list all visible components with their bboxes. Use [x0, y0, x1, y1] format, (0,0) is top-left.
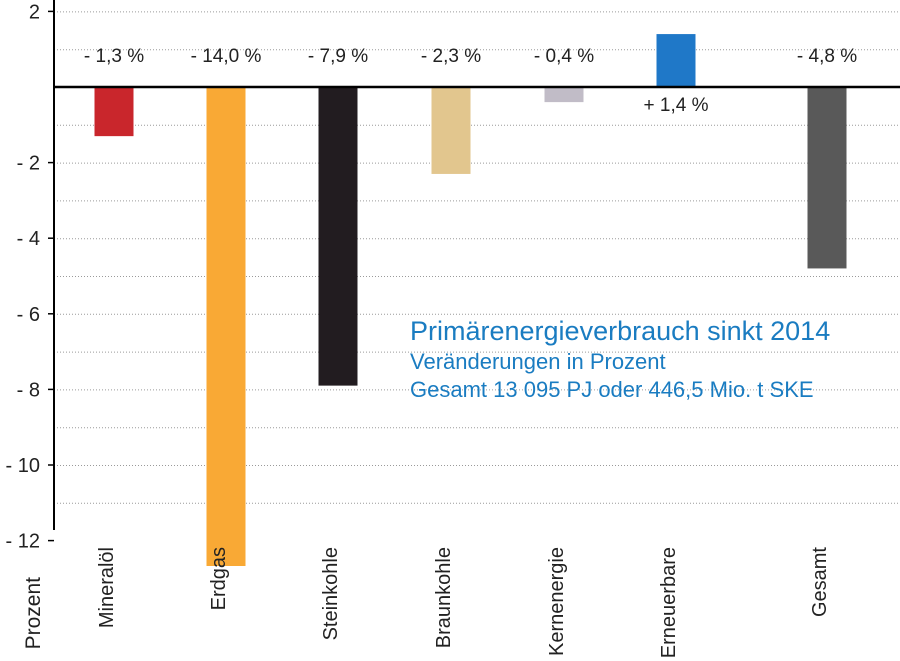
value-label: - 1,3 %	[84, 46, 144, 67]
value-label: + 1,4 %	[644, 95, 709, 116]
chart-title-block: Primärenergieverbrauch sinkt 2014 Veränd…	[410, 314, 830, 404]
labels: 2 - 2 - 4 - 6 - 8 - 10 - 12 - 1,3 % - 14,0 % - 7,…	[6, 1, 858, 658]
y-tick-label: - 4	[17, 228, 40, 250]
bars	[94, 34, 847, 566]
bar-steinkohle	[318, 87, 358, 386]
category-label: Braunkohle	[433, 547, 455, 648]
bar-erneuerbare	[656, 34, 696, 87]
category-label: Kernenergie	[546, 547, 568, 656]
y-tick-label: - 6	[17, 304, 40, 326]
y-tick-label: 2	[29, 1, 40, 23]
bar-gesamt	[807, 87, 847, 269]
grid	[54, 11, 900, 504]
y-tick-label: - 10	[6, 455, 40, 477]
axes	[48, 0, 900, 542]
category-label: Steinkohle	[320, 547, 342, 640]
value-label: - 2,3 %	[421, 46, 481, 67]
y-tick-label: - 8	[17, 379, 40, 401]
category-label: Erdgas	[208, 547, 230, 610]
y-axis-title: Prozent	[22, 577, 45, 650]
category-label: Erneuerbare	[658, 547, 680, 658]
bar-braunkohle	[431, 87, 471, 174]
category-label: Gesamt	[809, 547, 831, 617]
value-label: - 4,8 %	[797, 46, 857, 67]
chart-title: Primärenergieverbrauch sinkt 2014	[410, 316, 831, 346]
y-tick-label: - 12	[6, 531, 40, 553]
value-label: - 0,4 %	[534, 46, 594, 67]
value-label: - 14,0 %	[191, 46, 262, 67]
value-label: - 7,9 %	[308, 46, 368, 67]
bar-erdgas	[206, 87, 246, 566]
chart-subtitle: Veränderungen in Prozent	[410, 349, 666, 374]
y-tick-label: - 2	[17, 153, 40, 175]
chart-note: Gesamt 13 095 PJ oder 446,5 Mio. t SKE	[410, 377, 814, 402]
category-label: Mineralöl	[96, 547, 118, 628]
bar-mineralöl	[94, 87, 134, 137]
bar-kernenergie	[544, 87, 584, 103]
